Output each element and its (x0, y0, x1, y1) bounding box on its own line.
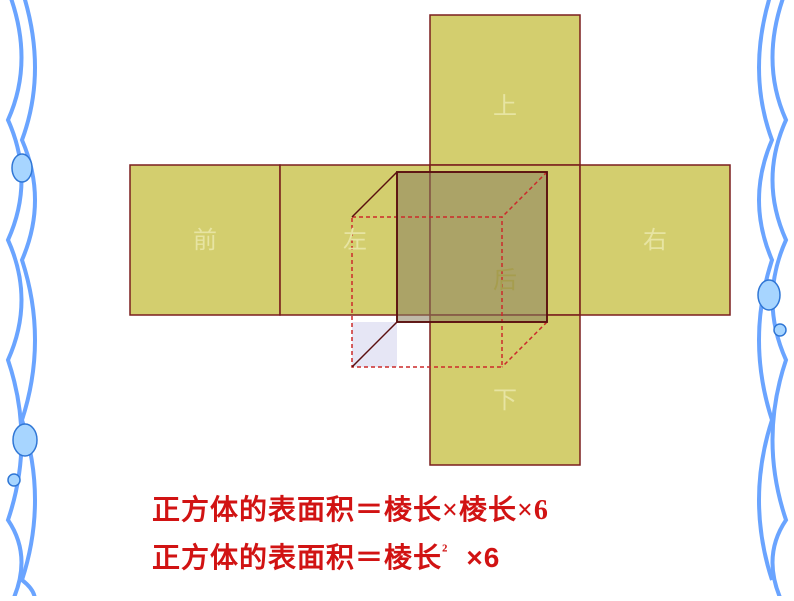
label-bottom: 下 (493, 388, 517, 414)
wave-stroke-left (8, 0, 22, 596)
decoration-left (0, 0, 50, 596)
label-front: 前 (193, 227, 217, 254)
label-back: 后 (493, 267, 517, 294)
bubble-right-2 (774, 324, 786, 336)
label-right: 右 (643, 227, 667, 254)
net-face-top (430, 15, 580, 165)
bubble-left-1 (12, 154, 32, 182)
cube-net-diagram: 前 左 上 后 下 右 (70, 0, 750, 490)
formula-line-2-text: 正方体的表面积＝棱长 (152, 543, 442, 574)
label-left: 左 (343, 227, 367, 254)
formula-squared: ² (442, 541, 448, 561)
formula-times-6: ×6 (466, 542, 500, 573)
formula-line-1: 正方体的表面积＝棱长×棱长×6 (152, 488, 549, 528)
wave-stroke-left-2 (22, 0, 35, 596)
label-top: 上 (493, 93, 517, 120)
bubble-right-1 (758, 280, 780, 310)
bubble-left-2 (13, 424, 37, 456)
decoration-right (744, 0, 794, 596)
formula-line-2: 正方体的表面积＝棱长² ×6 (152, 536, 549, 576)
bubble-left-3 (8, 474, 20, 486)
formula-block: 正方体的表面积＝棱长×棱长×6 正方体的表面积＝棱长² ×6 (152, 488, 549, 576)
